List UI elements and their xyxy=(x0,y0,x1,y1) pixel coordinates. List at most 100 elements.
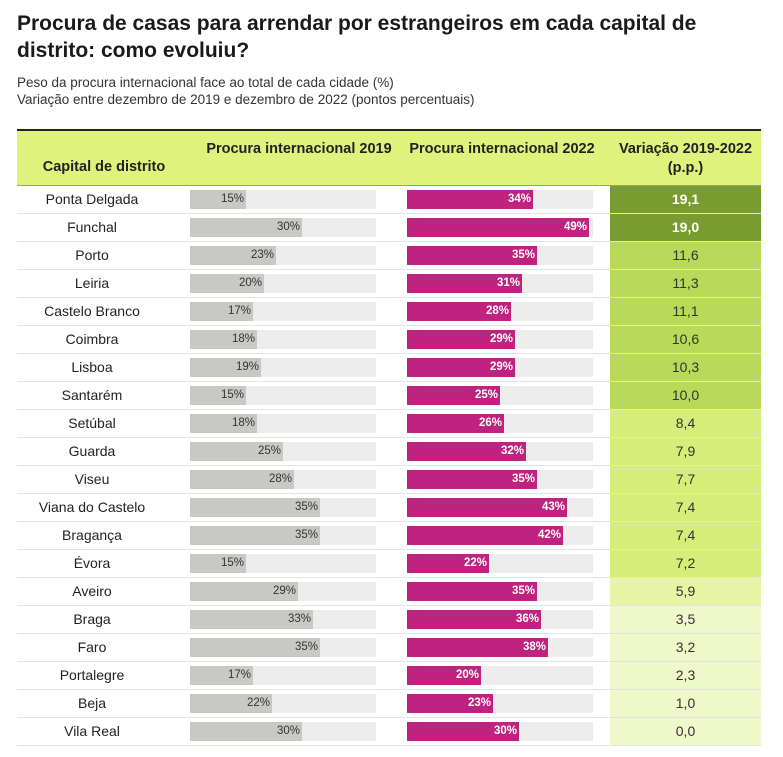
label-2022: 36% xyxy=(515,613,539,625)
table-row: Porto 23% 35% 11,6 xyxy=(17,242,761,270)
table-row: Ponta Delgada 15% 34% 19,1 xyxy=(17,186,761,214)
table-row: Santarém 15% 25% 10,0 xyxy=(17,382,761,410)
city-name: Ponta Delgada xyxy=(45,191,139,207)
header-2022: Procura internacional 2022 xyxy=(409,141,595,157)
label-2019: 17% xyxy=(227,305,251,317)
bar-2022 xyxy=(407,218,589,237)
bar-2019 xyxy=(190,638,320,657)
label-2019: 15% xyxy=(220,557,244,569)
bar-track-2019: 15% xyxy=(190,554,376,573)
label-2022: 30% xyxy=(493,725,517,737)
variation-value: 5,9 xyxy=(610,578,761,605)
variation-value: 1,0 xyxy=(610,690,761,717)
variation-value: 10,3 xyxy=(610,354,761,381)
bar-track-2022: 29% xyxy=(407,330,593,349)
label-2022: 29% xyxy=(489,333,513,345)
city-name: Castelo Branco xyxy=(44,303,140,319)
bar-track-2019: 23% xyxy=(190,246,376,265)
bar-2022 xyxy=(407,638,548,657)
city-name: Santarém xyxy=(61,387,123,403)
header-2019: Procura internacional 2019 xyxy=(206,141,392,157)
bar-2022 xyxy=(407,526,563,545)
bar-2022 xyxy=(407,302,511,321)
city-name: Setúbal xyxy=(68,415,116,431)
bar-2022 xyxy=(407,414,504,433)
table-row: Faro 35% 38% 3,2 xyxy=(17,634,761,662)
bar-2019 xyxy=(190,526,320,545)
bar-track-2022: 25% xyxy=(407,386,593,405)
bar-track-2022: 29% xyxy=(407,358,593,377)
bar-2022 xyxy=(407,722,519,741)
label-2019: 20% xyxy=(238,277,262,289)
bar-track-2019: 35% xyxy=(190,638,376,657)
label-2022: 20% xyxy=(455,669,479,681)
bar-track-2022: 34% xyxy=(407,190,593,209)
label-2019: 35% xyxy=(294,501,318,513)
bar-2019 xyxy=(190,554,246,573)
bar-track-2019: 17% xyxy=(190,666,376,685)
variation-value: 2,3 xyxy=(610,662,761,689)
bar-2022 xyxy=(407,610,541,629)
bar-track-2019: 33% xyxy=(190,610,376,629)
bar-2019 xyxy=(190,414,257,433)
bar-track-2019: 29% xyxy=(190,582,376,601)
label-2022: 35% xyxy=(511,585,535,597)
table-row: Guarda 25% 32% 7,9 xyxy=(17,438,761,466)
data-table: Capital de distrito Procura internaciona… xyxy=(17,129,761,746)
city-name: Bragança xyxy=(62,527,122,543)
bar-2022 xyxy=(407,330,515,349)
label-2019: 25% xyxy=(257,445,281,457)
header-city: Capital de distrito xyxy=(42,159,166,175)
variation-value: 8,4 xyxy=(610,410,761,437)
label-2019: 30% xyxy=(276,725,300,737)
label-2022: 28% xyxy=(485,305,509,317)
variation-value: 10,6 xyxy=(610,326,761,353)
label-2019: 22% xyxy=(246,697,270,709)
label-2022: 35% xyxy=(511,249,535,261)
bar-track-2022: 31% xyxy=(407,274,593,293)
bar-track-2019: 20% xyxy=(190,274,376,293)
city-name: Leiria xyxy=(74,275,110,291)
label-2019: 23% xyxy=(250,249,274,261)
bar-2022 xyxy=(407,554,489,573)
table-row: Aveiro 29% 35% 5,9 xyxy=(17,578,761,606)
bar-track-2019: 17% xyxy=(190,302,376,321)
city-name: Vila Real xyxy=(64,723,120,739)
bar-2019 xyxy=(190,386,246,405)
bar-track-2022: 42% xyxy=(407,526,593,545)
bar-2022 xyxy=(407,190,533,209)
label-2022: 34% xyxy=(507,193,531,205)
bar-2019 xyxy=(190,190,246,209)
bar-track-2019: 28% xyxy=(190,470,376,489)
bar-2019 xyxy=(190,666,253,685)
bar-2022 xyxy=(407,274,522,293)
city-name: Faro xyxy=(77,639,107,655)
label-2019: 33% xyxy=(287,613,311,625)
label-2022: 23% xyxy=(467,697,491,709)
label-2019: 19% xyxy=(235,361,259,373)
bar-track-2022: 36% xyxy=(407,610,593,629)
variation-value: 11,6 xyxy=(610,242,761,269)
bar-2019 xyxy=(190,330,257,349)
label-2022: 49% xyxy=(563,221,587,233)
header-variation: Variação 2019-2022 (p.p.) xyxy=(618,141,753,176)
chart-subtitle-share: Peso da procura internacional face ao to… xyxy=(17,75,394,90)
variation-value: 7,7 xyxy=(610,466,761,493)
table-header: Capital de distrito Procura internaciona… xyxy=(17,131,761,186)
bar-2019 xyxy=(190,442,283,461)
bar-track-2022: 26% xyxy=(407,414,593,433)
variation-value: 10,0 xyxy=(610,382,761,409)
variation-value: 7,9 xyxy=(610,438,761,465)
city-name: Braga xyxy=(73,611,111,627)
variation-value: 0,0 xyxy=(610,718,761,745)
bar-2022 xyxy=(407,582,537,601)
label-2022: 43% xyxy=(541,501,565,513)
label-2019: 28% xyxy=(268,473,292,485)
label-2022: 29% xyxy=(489,361,513,373)
bar-track-2022: 30% xyxy=(407,722,593,741)
bar-track-2022: 49% xyxy=(407,218,593,237)
label-2022: 25% xyxy=(474,389,498,401)
city-name: Guarda xyxy=(68,443,116,459)
bar-2019 xyxy=(190,274,264,293)
label-2019: 29% xyxy=(272,585,296,597)
